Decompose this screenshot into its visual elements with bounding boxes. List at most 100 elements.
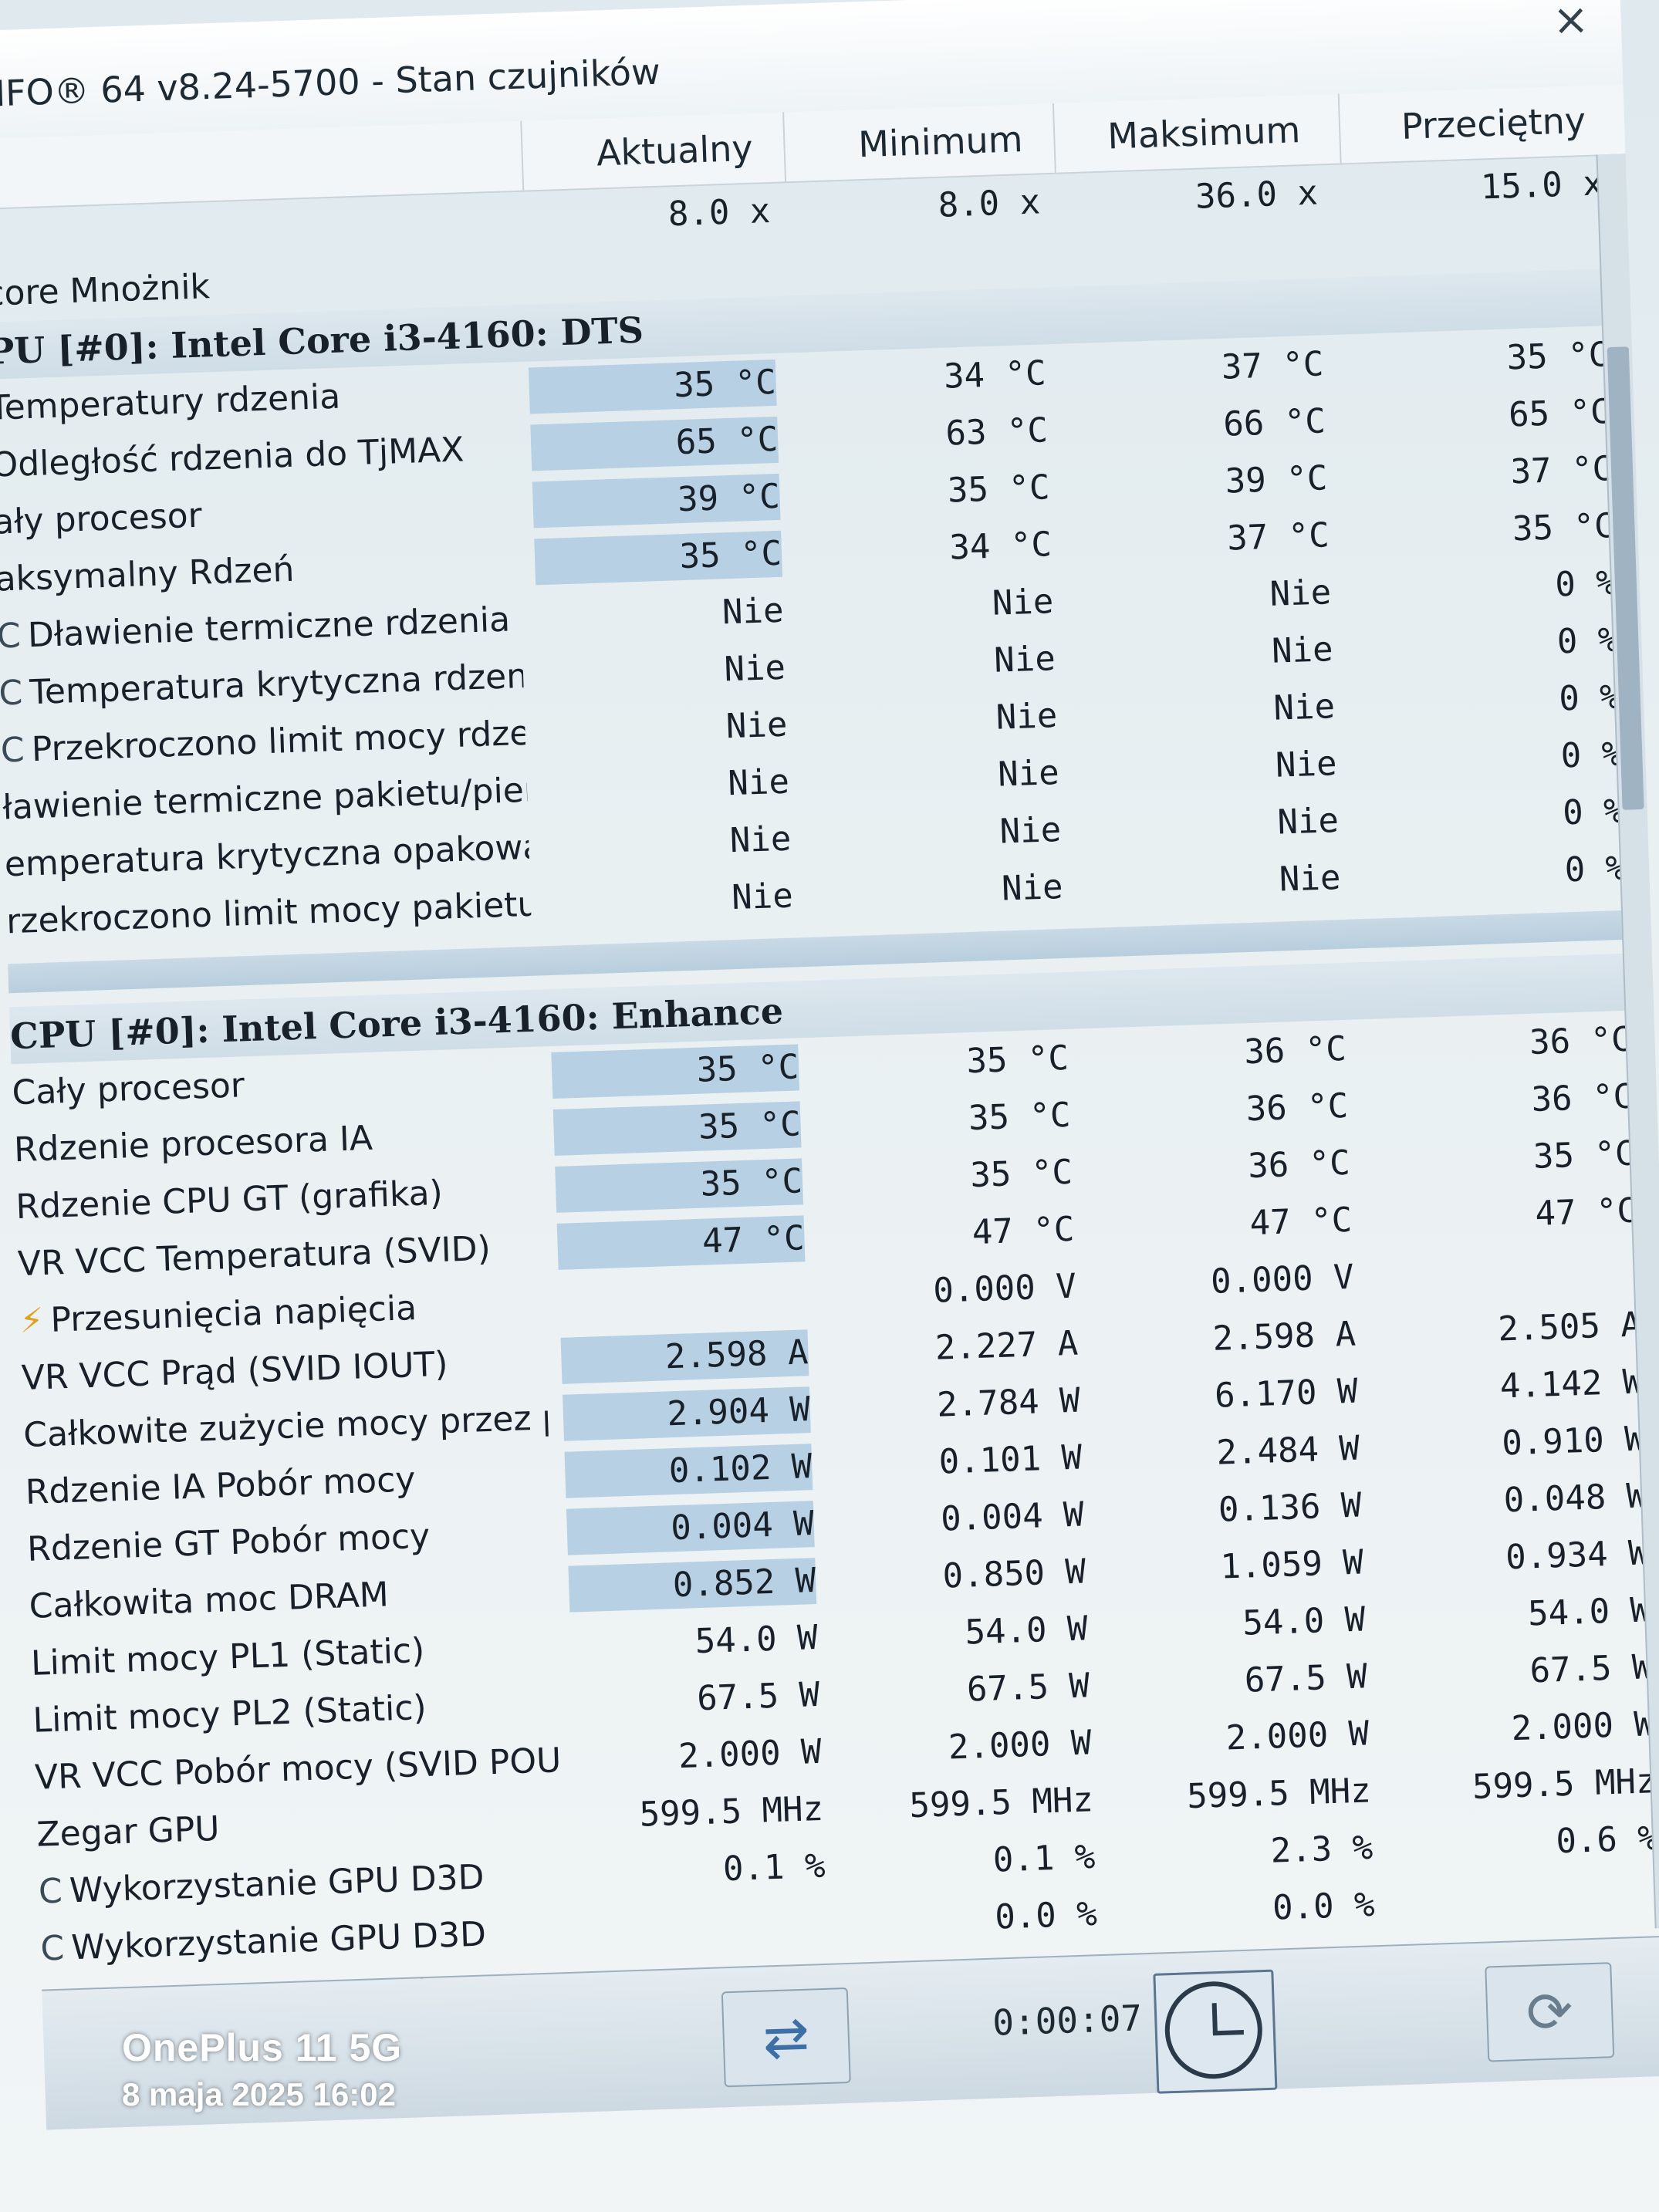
sensor-label-text: Przekroczono limit mocy rdzenia (31, 711, 526, 770)
sensor-label-text: Rdzenie IA Pobór mocy (25, 1460, 417, 1512)
value-maximum: 0.000 V (1210, 1257, 1355, 1302)
value-average (1377, 1244, 1639, 1253)
value-maximum: 36 °C (1247, 1143, 1351, 1187)
value-average: 0.934 W (1505, 1533, 1650, 1578)
sensor-label-text: aksymalny Rdzeń (0, 549, 296, 599)
sensor-window: NFO® 64 v8.24-5700 - Stan czujników × Ak… (0, 0, 1659, 2130)
value-current: 599.5 MHz (638, 1788, 824, 1835)
value-current: 39 °C (532, 473, 781, 529)
value-minimum (787, 236, 1042, 245)
value-current: 35 °C (552, 1101, 802, 1156)
value-average: 0 % (1563, 848, 1627, 890)
sensor-label-text: Całkowite zużycie mocy przez pro… (22, 1395, 549, 1455)
value-maximum: 2.598 A (1211, 1314, 1357, 1359)
value-average: 65 °C (1508, 392, 1612, 435)
value-current: Nie (729, 819, 792, 861)
value-minimum: 0.1 % (992, 1837, 1096, 1880)
value-maximum: 2.000 W (1225, 1714, 1370, 1758)
value-minimum: 2.784 W (936, 1380, 1081, 1425)
column-maximum[interactable]: Maksimum (1052, 94, 1317, 173)
column-current[interactable]: Aktualny (520, 113, 770, 191)
value-average: 35 °C (1512, 505, 1616, 549)
value-minimum: Nie (1001, 866, 1064, 909)
value-current: Nie (727, 762, 790, 804)
value-current: 65 °C (530, 416, 779, 471)
value-minimum: 67.5 W (966, 1666, 1090, 1710)
value-current: 0.1 % (722, 1846, 826, 1889)
value-maximum: 0.136 W (1218, 1485, 1363, 1530)
value-average: 47 °C (1534, 1190, 1638, 1234)
value-average: 599.5 MHz (1471, 1761, 1657, 1807)
voltage-icon: ⚡ (19, 1301, 45, 1342)
value-current: 35 °C (528, 359, 777, 414)
value-current: 47 °C (556, 1215, 806, 1270)
value-minimum: 0.850 W (941, 1552, 1086, 1596)
value-average: 0 % (1554, 562, 1617, 605)
value-average: 35 °C (1532, 1133, 1637, 1177)
camera-watermark: OnePlus 11 5G 8 maja 2025 16:02 (122, 2025, 402, 2113)
value-average (1397, 1873, 1659, 1881)
sensor-label-text: rzekroczono limit mocy pakietu/p… (5, 882, 532, 942)
value-average: 15.0 x (1480, 164, 1604, 208)
value-minimum (812, 978, 1066, 987)
value-average: 0 % (1556, 620, 1620, 662)
close-button[interactable]: × (1552, 0, 1590, 46)
value-maximum: 36 °C (1245, 1086, 1350, 1130)
sensor-label-text: Cały procesor (11, 1065, 245, 1113)
value-current: 2.000 W (677, 1731, 823, 1777)
sensor-label-text: core Mnożnik (0, 267, 211, 314)
value-average: 0 % (1559, 734, 1624, 776)
sensor-label-text: Wykorzystanie GPU D3D (69, 1857, 485, 1911)
value-average: 35 °C (1505, 335, 1610, 378)
sensor-icon: C (0, 730, 25, 771)
column-average[interactable]: Przeciętny (1337, 85, 1603, 164)
value-minimum (789, 293, 1043, 302)
value-minimum: Nie (995, 696, 1059, 738)
value-maximum: 37 °C (1226, 515, 1330, 559)
value-minimum: 0.004 W (940, 1494, 1085, 1539)
sensor-icon: C (38, 1871, 63, 1912)
value-maximum: 66 °C (1222, 401, 1326, 444)
value-average: 0.6 % (1555, 1819, 1659, 1862)
column-minimum[interactable]: Minimum (782, 103, 1039, 182)
sensor-label: rzekroczono limit mocy pakietu/p… (5, 882, 532, 946)
value-maximum: 37 °C (1221, 344, 1325, 387)
sensor-label-text: Całkowita moc DRAM (28, 1575, 390, 1626)
value-average (1342, 218, 1604, 226)
sensor-icon: C (0, 673, 24, 714)
value-current: 0.004 W (566, 1501, 815, 1555)
sensor-icon: C (39, 1928, 66, 1969)
value-maximum: 54.0 W (1242, 1599, 1367, 1643)
elapsed-time: 0:00:07 (992, 1997, 1143, 2044)
value-minimum: 599.5 MHz (908, 1780, 1094, 1826)
value-average: 37 °C (1509, 449, 1613, 492)
clock-icon[interactable] (1153, 1969, 1278, 2094)
sensor-label-text: Rdzenie GT Pobór mocy (26, 1516, 431, 1569)
value-current: 54.0 W (694, 1618, 819, 1662)
sensor-label-text: Temperatury rdzenia (0, 377, 341, 428)
value-average (1367, 960, 1629, 968)
value-average: 0 % (1558, 677, 1621, 719)
value-maximum (1057, 227, 1319, 235)
value-current (559, 1272, 806, 1281)
value-maximum: 47 °C (1248, 1200, 1353, 1244)
value-current: 8.0 x (667, 191, 772, 235)
value-minimum: Nie (998, 809, 1062, 852)
value-minimum: 35 °C (969, 1152, 1073, 1196)
value-current: Nie (721, 590, 785, 633)
value-average: 0.910 W (1501, 1419, 1646, 1464)
sensor-label-text: Wykorzystanie GPU D3D (70, 1914, 487, 1968)
value-minimum: Nie (993, 639, 1056, 680)
value-maximum: 0.0 % (1272, 1885, 1376, 1928)
refresh-icon[interactable]: ⟳ (1485, 1962, 1615, 2062)
value-current: 35 °C (534, 530, 783, 586)
sensor-label-text: Limit mocy PL2 (Static) (32, 1687, 427, 1741)
value-maximum: 39 °C (1224, 458, 1329, 501)
value-current (579, 1900, 826, 1909)
value-average: 36 °C (1530, 1076, 1634, 1120)
value-maximum (1081, 969, 1343, 978)
value-maximum: Nie (1279, 858, 1342, 900)
network-icon[interactable]: ⇄ (721, 1987, 851, 2088)
watermark-date: 8 maja 2025 16:02 (122, 2076, 396, 2112)
sensor-label-text: VR VCC Prąd (SVID IOUT) (21, 1344, 449, 1399)
